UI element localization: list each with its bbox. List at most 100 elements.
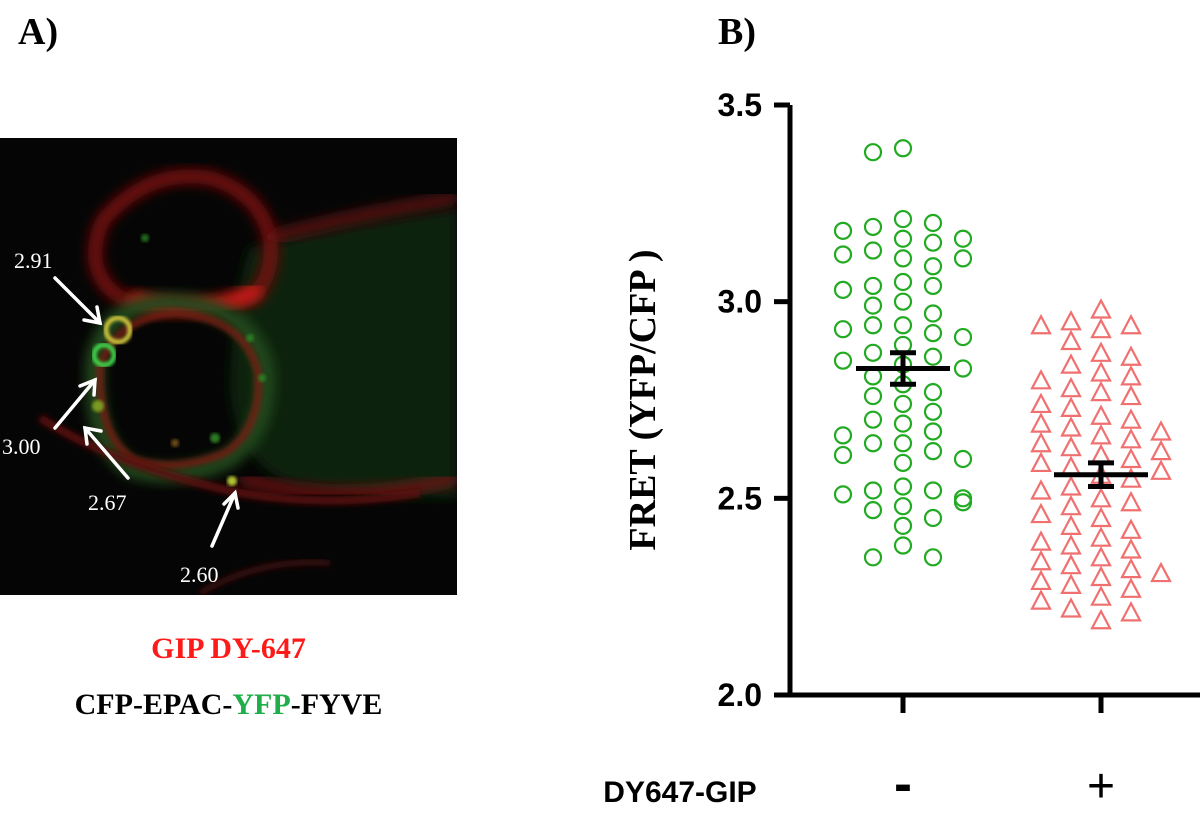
data-point (1120, 345, 1142, 366)
data-point (1090, 585, 1112, 606)
data-point (1090, 424, 1112, 445)
y-axis-label: FRET (YFP/CFP ) (622, 249, 664, 550)
data-point (893, 139, 913, 158)
data-point (833, 426, 853, 445)
legend-sensor-part: -FYVE (290, 688, 383, 721)
x-axis-label: DY647-GIP (603, 776, 756, 809)
data-point (953, 493, 973, 512)
fret-value-label: 2.67 (88, 490, 127, 515)
data-point (1120, 365, 1142, 386)
data-point (953, 359, 973, 378)
data-point (923, 402, 943, 421)
data-point (1150, 420, 1172, 441)
data-point (1090, 486, 1112, 508)
data-point (923, 481, 943, 500)
data-point (863, 143, 883, 162)
data-point (1120, 490, 1142, 512)
data-point (923, 383, 943, 402)
data-point (1060, 514, 1082, 535)
data-point (1030, 392, 1052, 414)
data-point (1150, 439, 1172, 461)
data-point (833, 221, 853, 240)
fret-scatter-chart: 2.0 2.5 3.0 3.5 FRET (YFP/CFP ) DY647-GIP - + (603, 87, 1200, 814)
data-point (1060, 309, 1082, 331)
data-point (1120, 467, 1142, 488)
data-point (1090, 404, 1112, 425)
category-label: - (894, 754, 912, 814)
data-point (1030, 530, 1052, 551)
panel-b-label: B) (718, 11, 756, 53)
legend-sensor-label: CFP-EPAC-YFP-FYVE (0, 688, 457, 722)
legend-sensor-yfp: YFP (232, 688, 291, 721)
data-point (893, 434, 913, 453)
data-point (1060, 573, 1082, 594)
y-tick-label: 2.5 (718, 480, 762, 516)
data-point (1120, 557, 1142, 579)
data-point (863, 434, 883, 453)
data-point (893, 292, 913, 311)
data-point (923, 233, 943, 252)
data-point (1090, 341, 1112, 362)
data-point (893, 497, 913, 516)
data-point (833, 320, 853, 339)
data-point (1120, 447, 1142, 469)
y-tick-label: 2.0 (718, 677, 762, 713)
data-point (1030, 412, 1052, 433)
data-point (893, 249, 913, 268)
data-point (863, 241, 883, 260)
data-point (923, 347, 943, 366)
data-point (923, 304, 943, 323)
data-point (863, 481, 883, 500)
data-point (1030, 502, 1052, 524)
data-point (893, 209, 913, 229)
data-point (1120, 518, 1142, 539)
data-point (893, 414, 913, 433)
data-point (923, 324, 943, 343)
data-point (923, 508, 943, 528)
data-point (893, 272, 913, 292)
micrograph-image (0, 138, 457, 595)
data-point (1060, 353, 1082, 374)
data-point (863, 296, 883, 315)
data-point (863, 386, 883, 406)
data-point (1030, 569, 1052, 591)
panel-a-label: A) (18, 11, 59, 53)
data-point (1060, 475, 1082, 496)
data-point (833, 445, 853, 465)
data-point (863, 410, 883, 429)
data-point (1030, 431, 1052, 453)
data-point (923, 276, 943, 296)
data-point (1090, 298, 1112, 319)
data-point (893, 394, 913, 414)
data-point (863, 276, 883, 296)
data-point (1120, 577, 1142, 598)
data-point (1120, 408, 1142, 429)
data-point (1120, 313, 1142, 335)
data-point (1060, 597, 1082, 618)
data-point (1150, 459, 1172, 480)
data-point (893, 477, 913, 496)
data-point (893, 453, 913, 473)
data-point (893, 536, 913, 555)
data-point (1030, 451, 1052, 473)
data-point (1060, 534, 1082, 555)
data-point (893, 516, 913, 535)
legend-sensor-part: CFP-EPAC- (74, 688, 233, 721)
data-point (1060, 553, 1082, 575)
data-point (863, 316, 883, 335)
data-point (923, 422, 943, 441)
data-point (1030, 313, 1052, 335)
data-point (953, 449, 973, 469)
fluorescence-micrograph: 2.91 3.00 2.67 2.60 (0, 138, 457, 595)
fret-value-label: 3.00 (2, 434, 41, 459)
data-point (953, 229, 973, 248)
data-point (863, 501, 883, 520)
data-point (1030, 589, 1052, 610)
data-point (863, 343, 883, 362)
data-point (1030, 549, 1052, 571)
legend-gip-label: GIP DY-647 (151, 632, 306, 665)
data-point (1120, 427, 1142, 449)
data-point (1060, 376, 1082, 398)
data-point (1120, 601, 1142, 622)
data-point (923, 442, 943, 461)
